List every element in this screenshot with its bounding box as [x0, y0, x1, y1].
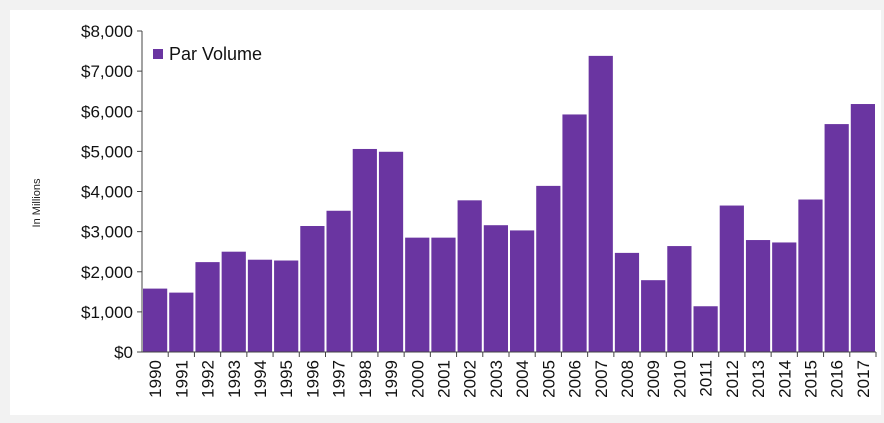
- y-tick-label: $0: [114, 343, 133, 362]
- x-tick-label: 1998: [356, 360, 375, 398]
- x-tick-label: 1990: [146, 360, 165, 398]
- x-tick-label: 1991: [172, 360, 191, 398]
- bar-1999: [378, 151, 404, 352]
- y-tick-label: $3,000: [81, 223, 133, 242]
- bar-1993: [221, 251, 246, 352]
- x-tick-label: 2000: [408, 360, 427, 398]
- bar-2015: [798, 199, 823, 352]
- x-tick-label: 1993: [225, 360, 244, 398]
- bar-1997: [326, 210, 351, 352]
- x-tick-label: 2016: [828, 360, 847, 398]
- x-tick-label: 2006: [566, 360, 585, 398]
- x-tick-label: 2001: [434, 360, 453, 398]
- bar-2008: [614, 252, 640, 352]
- legend: Par Volume: [153, 44, 262, 64]
- x-tick-label: 2013: [749, 360, 768, 398]
- x-tick-label: 2003: [487, 360, 506, 398]
- y-tick-label: $1,000: [81, 303, 133, 322]
- legend-swatch: [153, 49, 163, 59]
- bar-2012: [719, 205, 744, 352]
- x-tick-label: 2004: [513, 360, 532, 398]
- x-axis-ticks: 1990 1991 1992 1993 1994 1995 1996 1997 1998 1999…: [146, 352, 877, 398]
- bar-2016: [824, 124, 849, 352]
- bar-2005: [536, 185, 561, 352]
- x-tick-label: 1997: [330, 360, 349, 398]
- y-tick-label: $5,000: [81, 142, 133, 161]
- x-tick-label: 2010: [670, 360, 689, 398]
- bars-group: [143, 55, 875, 353]
- bar-2011: [693, 306, 718, 352]
- bar-2003: [483, 225, 508, 352]
- x-tick-label: 1996: [303, 360, 322, 398]
- x-tick-label: 2014: [775, 360, 794, 398]
- bar-1990: [143, 288, 168, 352]
- bar-2013: [745, 240, 771, 352]
- x-tick-label: 2015: [801, 360, 820, 398]
- bar-2017: [850, 104, 875, 352]
- bar-chart: In Millions $0 $1,000 $2,000 $3,000 $4,000 $5…: [31, 22, 877, 398]
- x-tick-label: 1992: [199, 360, 218, 398]
- bar-1995: [274, 260, 299, 352]
- bar-1992: [195, 262, 220, 352]
- bar-2002: [457, 200, 482, 352]
- x-tick-label: 2012: [723, 360, 742, 398]
- bar-1994: [247, 259, 273, 352]
- x-tick-label: 1994: [251, 360, 270, 398]
- y-tick-label: $7,000: [81, 62, 133, 81]
- x-tick-label: 2005: [539, 360, 558, 398]
- y-tick-label: $8,000: [81, 22, 133, 41]
- y-axis-ticks: $0 $1,000 $2,000 $3,000 $4,000 $5,000 $6,000 $7…: [81, 22, 142, 362]
- bar-2009: [641, 280, 666, 352]
- y-axis-label: In Millions: [31, 178, 43, 227]
- chart-container: In Millions $0 $1,000 $2,000 $3,000 $4,000 $5…: [10, 10, 881, 415]
- bar-2006: [562, 114, 587, 353]
- bar-2007: [588, 55, 613, 352]
- x-tick-label: 1995: [277, 360, 296, 398]
- y-tick-label: $4,000: [81, 183, 133, 202]
- x-tick-label: 2011: [697, 360, 716, 397]
- bar-2000: [405, 237, 430, 352]
- y-tick-label: $2,000: [81, 263, 133, 282]
- legend-label: Par Volume: [169, 44, 262, 64]
- bar-2010: [667, 246, 692, 352]
- x-tick-label: 2002: [461, 360, 480, 398]
- y-tick-label: $6,000: [81, 102, 133, 121]
- x-tick-label: 2017: [854, 360, 873, 398]
- bar-2001: [431, 237, 456, 352]
- bar-1996: [300, 226, 325, 352]
- x-tick-label: 2007: [592, 360, 611, 398]
- bar-2014: [772, 242, 797, 352]
- x-tick-label: 1999: [382, 360, 401, 398]
- bar-2004: [510, 230, 535, 352]
- x-tick-label: 2009: [644, 360, 663, 398]
- x-tick-label: 2008: [618, 360, 637, 398]
- bar-1991: [169, 292, 194, 352]
- bar-1998: [352, 148, 377, 352]
